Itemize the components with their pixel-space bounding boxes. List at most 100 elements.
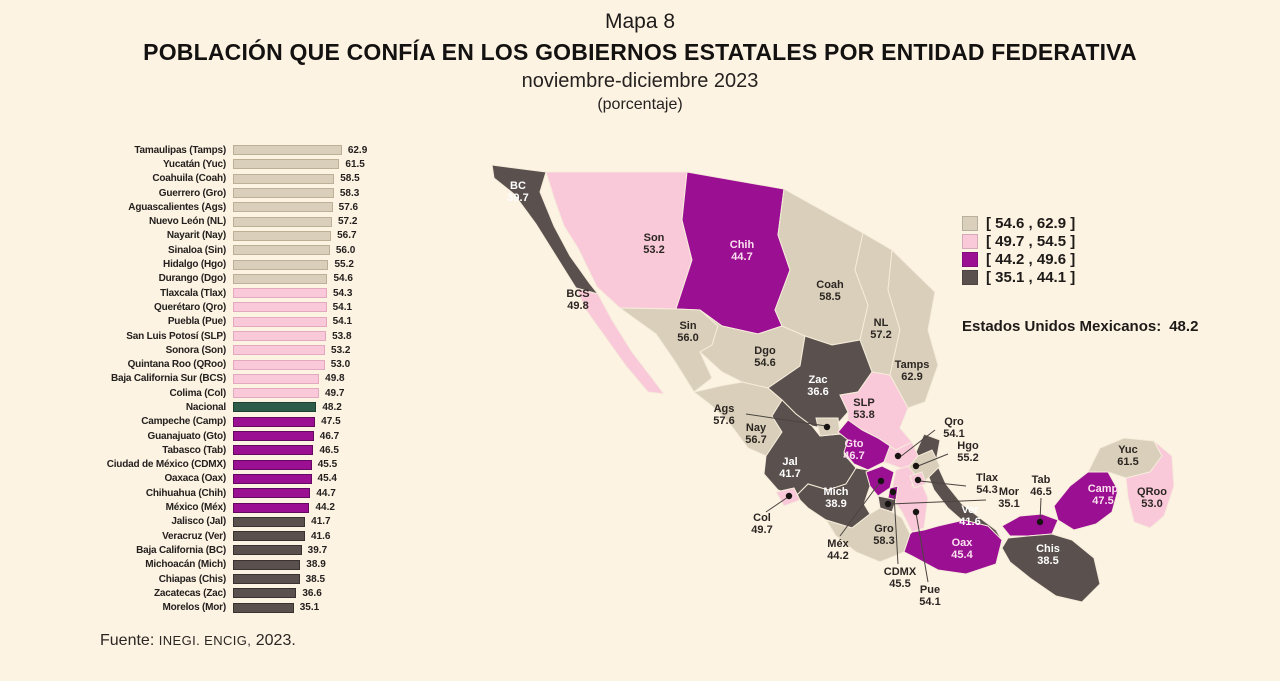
bar xyxy=(233,345,326,356)
state-shape-camp xyxy=(1053,471,1119,531)
bar-value: 53.2 xyxy=(331,344,351,356)
bar-row: Sonora (Son) 53.2 xyxy=(100,343,460,357)
bar-row: Hidalgo (Hgo) 55.2 xyxy=(100,257,460,271)
dot-cdmx xyxy=(889,488,897,496)
state-value: 41.6 xyxy=(959,516,980,528)
bar-row: Aguascalientes (Ags) 57.6 xyxy=(100,200,460,214)
bar xyxy=(233,431,314,442)
state-value: 38.9 xyxy=(825,498,846,510)
bar xyxy=(233,445,314,456)
state-shape-tab xyxy=(1001,513,1059,537)
leader-line-hgo xyxy=(917,453,949,467)
bar-value: 46.7 xyxy=(319,430,340,442)
bar-label: Yucatán (Yuc) xyxy=(163,158,226,170)
bar-label: Baja California (BC) xyxy=(136,544,226,556)
state-bar-chart: Tamaulipas (Tamps) 62.9 Yucatán (Yuc) 61.5 C… xyxy=(100,143,460,615)
dot-tab xyxy=(1036,518,1044,526)
state-value: 54.6 xyxy=(754,357,775,369)
mexico-choropleth-map: BC 39.7 BCS 49.8 Son 53.2 Chih 44.7 Sin … xyxy=(491,164,1175,608)
state-shape-qroo xyxy=(1125,440,1175,529)
leader-line-col xyxy=(765,496,789,513)
bar-row: México (Méx) 44.2 xyxy=(100,500,460,514)
bar xyxy=(233,516,306,527)
bar xyxy=(233,302,327,313)
state-abbr: Yuc xyxy=(1118,444,1138,456)
bar-row: Chiapas (Chis) 38.5 xyxy=(100,572,460,586)
bar-value: 57.2 xyxy=(337,216,358,228)
state-value: 49.8 xyxy=(567,300,588,312)
bar-value: 47.5 xyxy=(321,416,341,428)
bar xyxy=(233,316,327,327)
bar-value: 45.5 xyxy=(317,459,338,471)
bar-row: Chihuahua (Chih) 44.7 xyxy=(100,486,460,500)
national-average-value: 48.2 xyxy=(1169,318,1199,335)
bar-label: Sonora (Son) xyxy=(165,344,227,356)
map-label-cdmx: CDMX 45.5 xyxy=(884,566,917,590)
map-label-slp: SLP 53.8 xyxy=(853,397,874,421)
bar xyxy=(233,574,300,585)
state-value: 35.1 xyxy=(998,498,1019,510)
state-abbr: Chis xyxy=(1036,543,1060,555)
map-label-camp: Camp 47.5 xyxy=(1088,483,1119,507)
bar-label: Quintana Roo (QRoo) xyxy=(127,359,227,371)
bar-row: Querétaro (Qro) 54.1 xyxy=(100,300,460,314)
bar xyxy=(233,273,328,284)
state-value: 62.9 xyxy=(901,371,922,383)
map-label-zac: Zac 36.6 xyxy=(807,374,828,398)
bar-label: Michoacán (Mich) xyxy=(145,559,226,571)
bar-label: Chiapas (Chis) xyxy=(158,573,226,585)
bar xyxy=(233,359,325,370)
state-value: 61.5 xyxy=(1117,456,1138,468)
leader-line-pue xyxy=(915,512,929,583)
state-abbr: Qro xyxy=(944,416,964,428)
state-abbr: Oax xyxy=(952,537,974,549)
bar-value: 61.5 xyxy=(345,158,365,170)
state-value: 54.1 xyxy=(943,428,964,440)
map-label-nl: NL 57.2 xyxy=(870,317,891,341)
legend-swatch-bin1 xyxy=(962,215,978,231)
bar-row: Tamaulipas (Tamps) 62.9 xyxy=(100,143,460,157)
bar-row: Quintana Roo (QRoo) 53.0 xyxy=(100,357,460,371)
bar xyxy=(233,488,311,499)
bar-row: Colima (Col) 49.7 xyxy=(100,386,460,400)
map-label-qro: Qro 54.1 xyxy=(943,416,964,440)
subtitle-unit: (porcentaje) xyxy=(597,96,683,113)
map-label-chis: Chis 38.5 xyxy=(1036,543,1060,567)
state-abbr: Tlax xyxy=(976,472,999,484)
bar-row: San Luis Potosí (SLP) 53.8 xyxy=(100,329,460,343)
state-abbr: BCS xyxy=(566,288,589,300)
leader-line-ags xyxy=(745,413,827,427)
map-label-mex: Méx 44.2 xyxy=(827,538,849,562)
leader-line-tlax xyxy=(919,480,967,487)
bar xyxy=(233,402,317,413)
map-label-qroo: QRoo 53.0 xyxy=(1137,486,1167,510)
state-value: 46.5 xyxy=(1030,486,1051,498)
state-abbr: Col xyxy=(753,512,771,524)
bar-label: Querétaro (Qro) xyxy=(153,301,226,313)
state-value: 58.5 xyxy=(819,291,840,303)
state-abbr: Son xyxy=(644,232,665,244)
map-label-nay: Nay 56.7 xyxy=(745,422,767,446)
state-shape-coah xyxy=(774,188,869,346)
bar-row: Veracruz (Ver) 41.6 xyxy=(100,529,460,543)
bar-label: Zacatecas (Zac) xyxy=(153,587,226,599)
legend: [ 54.6 , 62.9 ] [ 49.7 , 54.5 ] [ 44.2 ,… xyxy=(962,214,1075,286)
bar-label: San Luis Potosí (SLP) xyxy=(126,330,226,342)
state-value: 56.7 xyxy=(745,434,766,446)
state-abbr: Camp xyxy=(1088,483,1119,495)
state-abbr: SLP xyxy=(853,397,874,409)
bar-value: 54.6 xyxy=(333,273,353,285)
bar-value: 58.3 xyxy=(339,187,360,199)
bar-row: Baja California Sur (BCS) 49.8 xyxy=(100,372,460,386)
bar-value: 54.3 xyxy=(332,287,353,299)
bar-label: Tamaulipas (Tamps) xyxy=(134,144,226,156)
bar-row: Jalisco (Jal) 41.7 xyxy=(100,515,460,529)
state-shape-tamps xyxy=(887,248,939,409)
map-label-son: Son 53.2 xyxy=(643,232,664,256)
bar xyxy=(233,588,297,599)
bar-label: Nuevo León (NL) xyxy=(149,216,226,228)
bar-value: 56.0 xyxy=(335,244,356,256)
state-value: 54.3 xyxy=(976,484,997,496)
title-block: Mapa 8 POBLACIÓN QUE CONFÍA EN LOS GOBIE… xyxy=(0,10,1280,114)
source-institution: INEGI. ENCIG, xyxy=(158,633,252,648)
